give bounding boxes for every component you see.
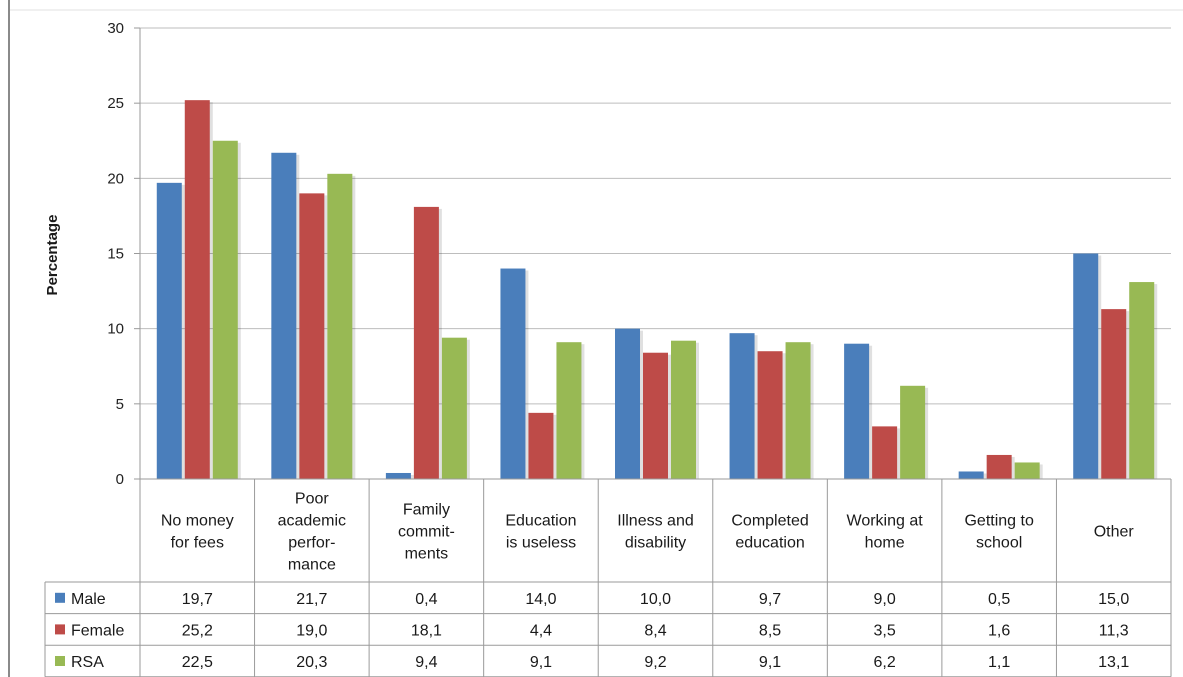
bar-male [156, 182, 182, 480]
bar-male [385, 472, 411, 479]
legend-label: Female [71, 622, 124, 639]
table-value: 4,4 [530, 622, 552, 639]
y-tick-label: 0 [116, 471, 124, 488]
bar-female [1101, 309, 1127, 479]
legend-label: RSA [71, 654, 104, 671]
bar-rsa [785, 342, 811, 479]
bar-male [729, 333, 755, 479]
top-border-line [10, 9, 1183, 11]
table-value: 6,2 [873, 654, 895, 671]
table-value: 9,4 [415, 654, 437, 671]
bar-female [413, 206, 439, 479]
y-tick-label: 15 [107, 246, 124, 263]
category-label: Illness and [617, 513, 694, 530]
table-value: 1,1 [988, 654, 1010, 671]
y-tick-label: 10 [107, 321, 124, 338]
bar-female [643, 352, 668, 479]
category-label: No money [161, 513, 234, 530]
bar-rsa [1014, 462, 1040, 479]
table-value: 15,0 [1098, 591, 1129, 608]
table-value: 11,3 [1099, 622, 1129, 639]
bar-female [757, 351, 783, 479]
table-value: 8,5 [759, 622, 781, 639]
table-value: 1,6 [988, 622, 1010, 639]
legend-swatch-female [55, 624, 65, 635]
data-table: No money for fees Poor academic perfor-mance… [44, 479, 1172, 677]
category-label: mance [288, 557, 336, 574]
table-value: 9,2 [644, 654, 666, 671]
bar-rsa [671, 340, 696, 479]
table-value: 13,1 [1098, 654, 1129, 671]
table-value: 8,4 [644, 622, 666, 639]
table-value: 14,0 [525, 591, 556, 608]
category-label: is useless [506, 535, 576, 552]
category-label: Getting to [964, 513, 1033, 530]
category-label: school [976, 535, 1022, 552]
table-value: 9,0 [873, 591, 895, 608]
table-value: 0,4 [415, 591, 437, 608]
legend-swatch-male [55, 592, 65, 603]
table-value: 18,1 [411, 622, 442, 639]
bar-rsa [1129, 282, 1155, 479]
axis-layer: 0 5 10 15 20 25 30 [107, 20, 1171, 488]
bar-male [500, 268, 526, 479]
y-axis-label: Percentage [44, 215, 61, 296]
table-value: 20,3 [296, 654, 327, 671]
bar-female [184, 100, 210, 479]
bar-rsa [900, 385, 926, 479]
y-tick-label: 5 [116, 396, 124, 413]
category-label: Poor [295, 491, 329, 508]
table-value: 9,1 [759, 654, 781, 671]
bar-rsa [556, 342, 582, 479]
category-label: ments [405, 546, 449, 563]
table-value: 22,5 [182, 654, 213, 671]
y-tick-label: 30 [107, 20, 124, 37]
category-label: home [865, 535, 905, 552]
category-label: academic [278, 513, 346, 530]
table-value: 3,5 [873, 622, 895, 639]
bar-male [958, 471, 984, 479]
table-value: 10,0 [640, 591, 671, 608]
bar-rsa [212, 140, 238, 479]
bar-male [844, 343, 870, 479]
category-label: commit- [398, 524, 455, 541]
legend-label: Male [71, 591, 106, 608]
table-value: 21,7 [296, 591, 327, 608]
category-label: for fees [171, 535, 224, 552]
category-label: perfor- [288, 535, 335, 552]
table-value: 9,1 [530, 654, 552, 671]
table-value: 0,5 [988, 591, 1010, 608]
y-tick-label: 20 [107, 170, 124, 187]
y-tick-label: 25 [107, 95, 124, 112]
category-label: Completed [731, 513, 808, 530]
bar-male [271, 152, 297, 479]
category-label: Working at [847, 513, 924, 530]
table-value: 9,7 [759, 591, 781, 608]
legend-swatch-rsa [55, 656, 65, 666]
category-label: disability [625, 535, 686, 552]
table-value: 19,0 [296, 622, 327, 639]
bar-female [299, 193, 325, 479]
bar-rsa [327, 173, 353, 479]
category-label: Education [505, 513, 576, 530]
bar-male [1073, 253, 1099, 479]
category-label: Other [1094, 524, 1135, 541]
table-value: 25,2 [182, 622, 213, 639]
bar-female [528, 412, 554, 479]
category-label: education [735, 535, 804, 552]
category-label: Family [403, 502, 450, 519]
table-value: 19,7 [182, 591, 213, 608]
bar-female [986, 454, 1012, 479]
bar-female [872, 426, 898, 479]
bar-layer [156, 100, 1158, 480]
bar-rsa [441, 337, 467, 479]
left-border-line [8, 0, 10, 677]
bar-male [615, 328, 640, 479]
